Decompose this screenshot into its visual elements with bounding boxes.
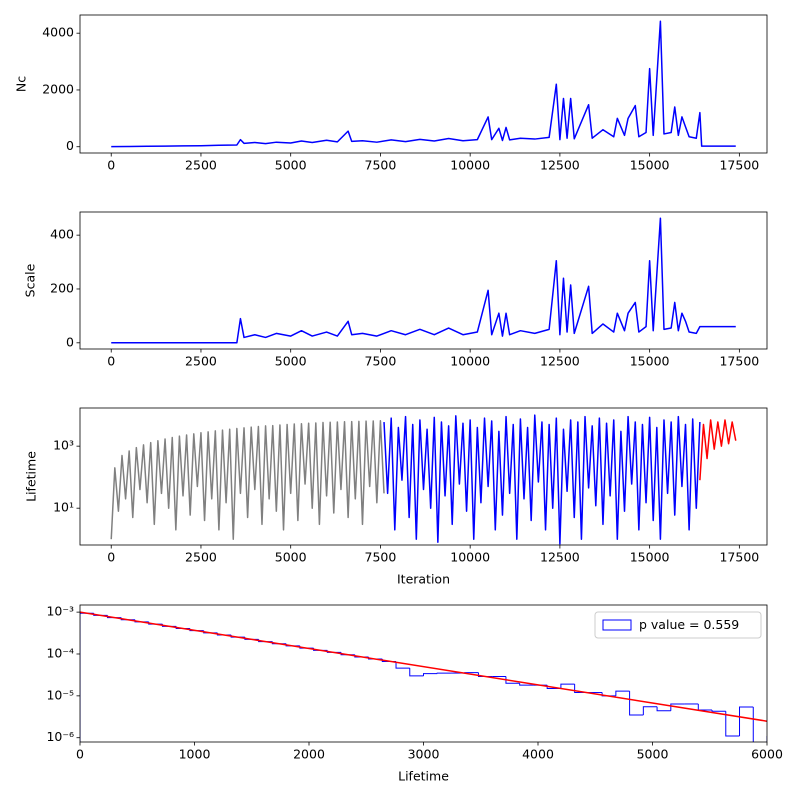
x-tick-label: 2500 [185,354,217,369]
series-line [699,419,737,481]
y-tick-label: 4000 [42,25,74,40]
y-tick-label: 0 [66,138,74,153]
x-tick-label: 12500 [540,550,580,565]
series-line [383,414,701,545]
hist-step [697,703,713,711]
x-tick-label: 10000 [450,158,490,173]
x-tick-label: 15000 [630,158,670,173]
x-tick-label: 10000 [450,550,490,565]
hist-step [436,672,451,674]
x-tick-label: 4000 [522,747,554,762]
hist-step [505,676,520,684]
y-axis-label: Nc [14,76,29,92]
y-tick-label: 400 [50,227,74,242]
y-tick-label: 0 [66,334,74,349]
x-tick-label: 17500 [719,158,759,173]
fit-line [80,611,767,722]
y-tick-label: 10⁻⁵ [46,687,74,702]
x-tick-label: 1000 [179,747,211,762]
y-tick-label: 10³ [53,438,74,453]
plot-area [111,20,736,148]
hist-step [423,673,438,676]
x-tick-label: 2000 [293,747,325,762]
legend-swatch [602,619,632,631]
x-tick-label: 2500 [185,158,217,173]
hist-step [395,661,410,669]
y-tick-label: 200 [50,280,74,295]
hist-step [725,711,740,737]
x-tick-label: 3000 [408,747,440,762]
hist-step [615,690,630,696]
x-tick-label: 12500 [540,354,580,369]
hist-step [752,707,754,742]
x-tick-label: 5000 [275,550,307,565]
x-axis-label: Iteration [397,572,450,587]
x-tick-label: 0 [107,158,115,173]
y-axis-label: Scale [23,263,38,297]
hist-step [519,683,534,686]
x-axis-label: Lifetime [398,769,449,784]
y-tick-label: 10⁻⁶ [46,729,74,744]
x-tick-label: 7500 [365,158,397,173]
x-tick-label: 15000 [630,550,670,565]
y-axis-label: Lifetime [24,451,39,502]
x-tick-label: 6000 [751,747,783,762]
hist-step [629,691,644,716]
y-tick-label: 10⁻³ [46,604,74,619]
hist-step [560,683,575,689]
y-tick-label: 10¹ [53,500,74,515]
plot-area [80,611,767,742]
hist-step [409,668,424,677]
x-tick-label: 2500 [185,550,217,565]
y-tick-label: 10⁻⁴ [46,645,74,660]
x-tick-label: 7500 [365,354,397,369]
axes-frame [79,407,768,546]
x-tick-label: 17500 [719,550,759,565]
hist-step [739,706,754,736]
x-tick-label: 5000 [275,354,307,369]
hist-step [642,706,658,715]
plot-area [110,414,737,545]
series-line [111,20,736,148]
axes-frame [79,604,768,743]
x-tick-label: 5000 [637,747,669,762]
legend-label: p value = 0.559 [639,617,739,632]
x-tick-label: 15000 [630,354,670,369]
x-tick-label: 7500 [365,550,397,565]
x-tick-label: 5000 [275,158,307,173]
x-tick-label: 10000 [450,354,490,369]
hist-step [670,703,685,711]
x-tick-label: 12500 [540,158,580,173]
axes-frame [79,14,768,154]
series-line [111,217,736,344]
axes-frame [79,211,768,350]
plot-area [111,217,736,344]
x-tick-label: 17500 [719,354,759,369]
legend-box [594,611,762,639]
hist-step [711,709,726,712]
x-tick-label: 0 [76,747,84,762]
x-tick-label: 0 [107,550,115,565]
hist-step [656,706,671,712]
hist-step [80,612,94,742]
series-line [110,419,385,540]
x-tick-label: 0 [107,354,115,369]
y-tick-label: 2000 [42,81,74,96]
